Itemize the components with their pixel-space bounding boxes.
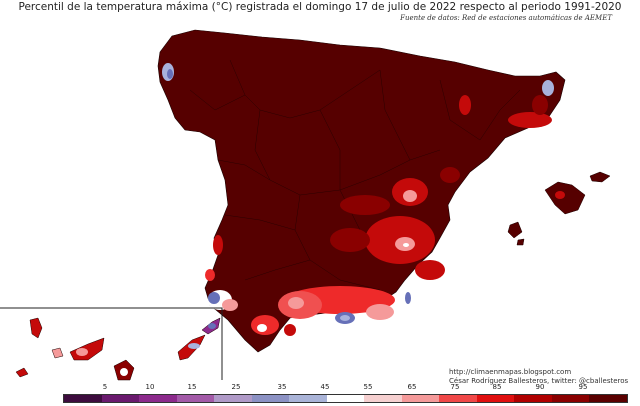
legend-swatch bbox=[401, 395, 440, 402]
tenerife bbox=[69, 337, 105, 361]
lanzarote-patch bbox=[208, 323, 216, 329]
map-title: Percentil de la temperatura máxima (°C) … bbox=[18, 1, 622, 13]
gran-canaria-patch bbox=[120, 368, 128, 376]
legend-swatch bbox=[139, 395, 177, 402]
el-hierro bbox=[15, 367, 29, 378]
legend-tick-label: 65 bbox=[407, 383, 417, 391]
credit-author: César Rodríguez Ballesteros, twitter: @c… bbox=[449, 377, 629, 385]
legend-swatch bbox=[589, 395, 627, 402]
legend-swatch bbox=[214, 395, 252, 402]
legend-tick-label: 25 bbox=[231, 383, 241, 391]
credit-url: http://climaenmapas.blogspot.com bbox=[449, 368, 572, 376]
balearic-islands bbox=[507, 171, 611, 246]
mallorca-patch bbox=[555, 191, 565, 199]
legend-swatch bbox=[439, 395, 477, 402]
mallorca bbox=[544, 181, 586, 215]
legend-tick-label: 90 bbox=[535, 383, 545, 391]
legend-tick-label: 5 bbox=[102, 383, 108, 391]
la-palma bbox=[29, 317, 43, 339]
legend-tick-label: 55 bbox=[363, 383, 373, 391]
legend-swatch bbox=[176, 395, 215, 402]
la-gomera bbox=[51, 347, 64, 359]
province-borders bbox=[189, 59, 521, 291]
tenerife-patch bbox=[76, 348, 88, 356]
legend-tick-label: 45 bbox=[320, 383, 330, 391]
fuerteventura-patch bbox=[188, 343, 200, 349]
peninsula bbox=[157, 29, 566, 353]
legend-tick-label: 35 bbox=[277, 383, 287, 391]
formentera bbox=[516, 238, 525, 246]
percentile-patches bbox=[162, 63, 554, 336]
ibiza bbox=[507, 221, 523, 239]
legend-swatch bbox=[551, 395, 590, 402]
legend-swatch bbox=[289, 395, 327, 402]
data-source-note: Fuente de datos: Red de estaciones autom… bbox=[400, 14, 612, 22]
legend-swatch bbox=[476, 395, 515, 402]
legend-tick-label: 95 bbox=[578, 383, 588, 391]
legend-tick-label: 10 bbox=[145, 383, 155, 391]
canary-inset bbox=[0, 307, 223, 381]
legend-tick-label: 85 bbox=[492, 383, 502, 391]
legend-tick-label: 75 bbox=[450, 383, 460, 391]
legend-swatch bbox=[514, 395, 552, 402]
legend-swatch bbox=[251, 395, 290, 402]
menorca bbox=[589, 171, 611, 183]
legend-swatch bbox=[326, 395, 365, 402]
legend-swatch bbox=[101, 395, 140, 402]
inset-frame bbox=[0, 307, 223, 380]
legend-swatch bbox=[364, 395, 402, 402]
percentile-legend bbox=[63, 394, 628, 403]
legend-swatch bbox=[64, 395, 102, 402]
canary-islands bbox=[15, 317, 221, 381]
legend-tick-label: 15 bbox=[187, 383, 197, 391]
